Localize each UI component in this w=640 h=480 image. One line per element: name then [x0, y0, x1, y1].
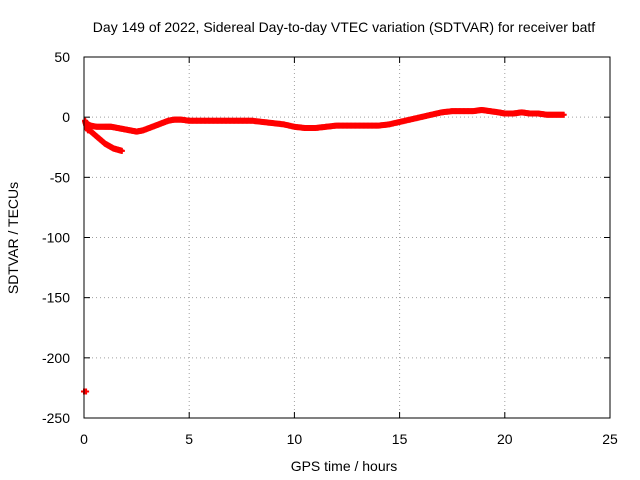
data-points: [81, 106, 567, 395]
series-main-track: [83, 106, 567, 135]
chart-title: Day 149 of 2022, Sidereal Day-to-day VTE…: [93, 19, 596, 35]
data-point: [560, 111, 567, 118]
x-tick-label: 10: [287, 431, 303, 447]
y-tick-label: -50: [50, 169, 70, 185]
x-axis-label: GPS time / hours: [291, 458, 398, 474]
x-tick-label: 25: [602, 431, 618, 447]
x-tick-label: 20: [497, 431, 513, 447]
y-tick-labels: 50 0 -50 -100 -150 -200 -250: [42, 49, 70, 426]
axis-ticks: [83, 56, 611, 419]
grid-lines: [84, 57, 610, 418]
y-tick-label: -100: [42, 230, 70, 246]
y-tick-label: -250: [42, 410, 70, 426]
x-tick-label: 5: [185, 431, 193, 447]
y-tick-label: -150: [42, 290, 70, 306]
x-tick-labels: 0 5 10 15 20 25: [80, 431, 618, 447]
y-tick-label: -200: [42, 350, 70, 366]
x-tick-label: 0: [80, 431, 88, 447]
y-tick-label: 0: [62, 109, 70, 125]
y-tick-label: 50: [54, 49, 70, 65]
x-tick-label: 15: [392, 431, 408, 447]
data-point: [118, 147, 125, 154]
series-dip-branch: [85, 126, 125, 154]
data-point: [85, 127, 92, 134]
series-start-segment: [82, 117, 92, 134]
y-axis-label: SDTVAR / TECUs: [5, 182, 21, 294]
